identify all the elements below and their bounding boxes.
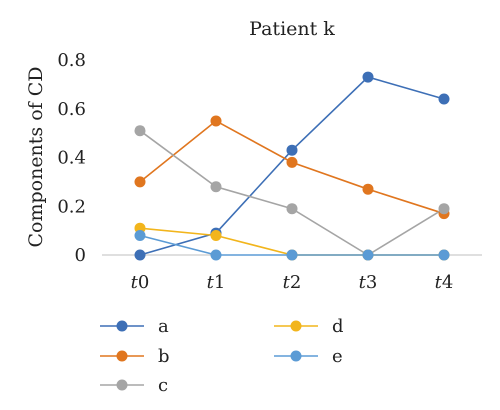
y-tick-label: 0.6: [57, 99, 86, 120]
legend: abc de: [100, 316, 344, 396]
data-point-a: [134, 249, 146, 261]
x-tick-letter: t: [283, 272, 291, 293]
x-tick-label: t4: [435, 272, 454, 293]
data-point-e: [438, 249, 450, 261]
y-axis-label: Components of CD: [25, 66, 47, 247]
x-tick-letter: t: [435, 272, 443, 293]
data-point-a: [362, 71, 374, 83]
legend-marker: [116, 379, 128, 391]
data-point-e: [134, 230, 146, 241]
data-point-c: [438, 203, 450, 215]
x-axis-ticks: t0 t1 t2 t3 t4: [131, 272, 454, 293]
legend-item-c: c: [100, 375, 168, 396]
legend-item-b: b: [100, 346, 170, 367]
legend-label: c: [158, 375, 168, 396]
legend-marker: [290, 320, 302, 332]
x-tick-letter: t: [131, 272, 139, 293]
legend-label: d: [332, 316, 344, 337]
y-tick-label: 0: [75, 245, 86, 266]
data-point-d: [210, 230, 222, 241]
data-point-e: [286, 249, 298, 261]
x-tick-number: 4: [442, 272, 453, 293]
chart-title: Patient k: [249, 18, 335, 40]
x-tick-letter: t: [207, 272, 215, 293]
x-tick-label: t1: [207, 272, 226, 293]
data-point-b: [210, 115, 222, 127]
y-tick-label: 0.2: [57, 196, 86, 217]
data-point-c: [286, 203, 298, 215]
x-tick-number: 2: [290, 272, 301, 293]
x-tick-number: 0: [138, 272, 149, 293]
data-point-b: [134, 176, 146, 188]
x-tick-label: t0: [131, 272, 150, 293]
x-tick-number: 1: [214, 272, 225, 293]
legend-item-e: e: [274, 346, 343, 367]
data-point-a: [438, 93, 450, 105]
data-point-a: [286, 144, 298, 156]
data-point-b: [286, 156, 298, 168]
data-point-c: [210, 181, 222, 193]
legend-marker: [290, 350, 302, 362]
data-point-e: [362, 249, 374, 261]
x-tick-label: t3: [359, 272, 378, 293]
y-tick-label: 0.8: [57, 50, 86, 71]
legend-label: b: [158, 346, 170, 367]
x-tick-label: t2: [283, 272, 302, 293]
series-points: [134, 71, 450, 261]
legend-label: e: [332, 346, 343, 367]
y-axis-ticks: 0 0.2 0.4 0.6 0.8: [57, 50, 86, 266]
data-point-c: [134, 125, 146, 137]
data-point-e: [210, 249, 222, 261]
legend-item-a: a: [100, 316, 169, 337]
legend-marker: [116, 350, 128, 362]
x-tick-number: 3: [366, 272, 377, 293]
legend-marker: [116, 320, 128, 332]
y-tick-label: 0.4: [57, 148, 86, 169]
x-tick-letter: t: [359, 272, 367, 293]
legend-item-d: d: [274, 316, 344, 337]
data-point-b: [362, 183, 374, 195]
legend-label: a: [158, 316, 169, 337]
